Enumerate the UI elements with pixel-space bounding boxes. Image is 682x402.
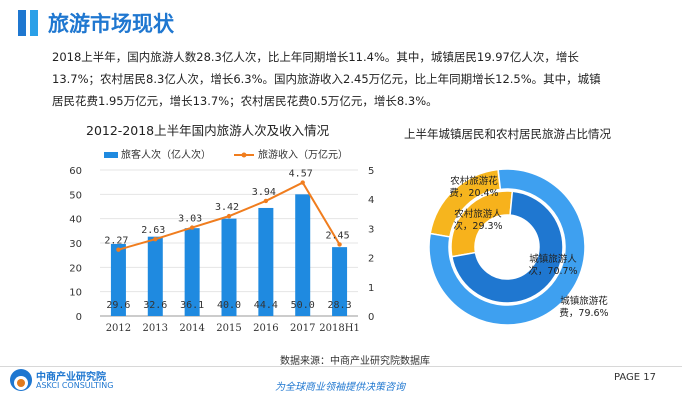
bar-value-label: 36.1: [180, 300, 204, 311]
slogan: 为全球商业领袖提供决策咨询: [275, 382, 405, 393]
left-axis-tick-label: 10: [69, 288, 82, 299]
bar-tourist-visits: [110, 243, 126, 316]
legend-label-bar: 旅客人次（亿人次）: [121, 148, 211, 161]
logo-icon: [10, 369, 32, 391]
logo-name-cn: 中商产业研究院: [36, 372, 106, 383]
company-logo: 中商产业研究院 ASKCI CONSULTING: [10, 366, 125, 394]
footer-divider: [0, 366, 682, 367]
line-value-label: 3.94: [252, 187, 276, 198]
line-point-revenue: [153, 237, 158, 242]
donut-label-rural-visits: 次，29.3%: [453, 220, 502, 232]
line-value-label: 4.57: [289, 169, 313, 180]
bar-tourist-visits: [184, 228, 200, 316]
line-point-revenue: [263, 198, 269, 204]
summary-paragraph: 2018上半年，国内旅游人数28.3亿人次，比上年同期增长11.4%。其中，城镇…: [52, 46, 652, 112]
donut-label-urban-visits: 城镇旅游人: [529, 253, 577, 265]
x-axis-category-label: 2012: [106, 323, 131, 334]
line-point-revenue: [300, 180, 305, 185]
line-point-revenue: [189, 225, 195, 230]
x-axis-category-label: 2018H1: [319, 323, 360, 334]
right-axis-tick-label: 3: [368, 224, 374, 235]
bar-tourist-visits: [295, 194, 311, 316]
x-axis-category-label: 2017: [290, 323, 315, 334]
bar-value-label: 44.4: [254, 300, 278, 311]
left-axis-tick-label: 50: [69, 190, 82, 201]
line-value-label: 2.27: [104, 236, 128, 247]
donut-label-rural-spending: 费，20.4%: [449, 187, 498, 199]
legend-label-line: 旅游收入（万亿元）: [258, 148, 348, 161]
donut-label-urban-spending: 费，79.6%: [559, 307, 608, 319]
summary-line-3: 居民花费1.95万亿元，增长13.7%；农村居民花费0.5万亿元，增长8.3%。: [52, 94, 438, 108]
bar-value-label: 28.3: [328, 300, 352, 311]
legend-marker-line: [241, 152, 247, 158]
line-point-revenue: [337, 242, 342, 247]
line-value-label: 2.63: [141, 225, 165, 236]
left-axis-tick-label: 30: [69, 239, 82, 250]
bar-value-label: 29.6: [106, 300, 130, 311]
page-title: 旅游市场现状: [48, 12, 174, 36]
bar-value-label: 50.0: [291, 300, 315, 311]
line-point-revenue: [226, 213, 232, 219]
x-axis-category-label: 2016: [253, 323, 278, 334]
logo-name-en: ASKCI CONSULTING: [36, 381, 114, 390]
legend-swatch-bar: [104, 152, 118, 158]
summary-line-1: 2018上半年，国内旅游人数28.3亿人次，比上年同期增长11.4%。其中，城镇…: [52, 50, 579, 64]
right-axis-tick-label: 4: [368, 195, 374, 206]
bar-chart-title: 2012-2018上半年国内旅游人次及收入情况: [86, 123, 330, 138]
bar-value-label: 32.6: [143, 300, 167, 311]
donut-label-rural-visits: 农村旅游人: [454, 208, 502, 220]
page-number: PAGE 17: [614, 372, 657, 383]
donut-inner-slice: [450, 190, 564, 304]
donut-label-urban-visits: 次，70.7%: [528, 265, 577, 277]
line-point-revenue: [116, 247, 121, 252]
line-value-label: 3.03: [178, 214, 202, 225]
left-axis-tick-label: 40: [69, 215, 82, 226]
data-source: 数据来源：中商产业研究院数据库: [280, 356, 430, 367]
right-axis-tick-label: 2: [368, 254, 374, 265]
donut-outer-slice: [428, 168, 586, 326]
title-accent-bar-secondary: [30, 10, 38, 36]
x-axis-category-label: 2013: [143, 323, 168, 334]
x-axis-category-label: 2014: [179, 323, 204, 334]
bar-tourist-visits: [147, 236, 163, 316]
left-axis-tick-label: 20: [69, 263, 82, 274]
line-value-label: 3.42: [215, 202, 239, 213]
bar-tourist-visits: [332, 247, 348, 316]
line-value-label: 2.45: [326, 230, 350, 241]
donut-label-rural-spending: 农村旅游花: [450, 175, 498, 187]
donut-chart-title: 上半年城镇居民和农村居民旅游占比情况: [404, 127, 611, 141]
summary-line-2: 13.7%；农村居民8.3亿人次，增长6.3%。国内旅游收入2.45万亿元，比上…: [52, 72, 601, 86]
right-axis-tick-label: 1: [368, 283, 374, 294]
title-accent-bar: [18, 10, 26, 36]
bar-tourist-visits: [258, 207, 274, 316]
bar-tourist-visits: [221, 218, 237, 316]
left-axis-tick-label: 60: [69, 166, 82, 177]
right-axis-tick-label: 5: [368, 166, 374, 177]
right-axis-tick-label: 0: [368, 312, 374, 323]
left-axis-tick-label: 0: [76, 312, 82, 323]
donut-label-urban-spending: 城镇旅游花: [560, 295, 608, 307]
x-axis-category-label: 2015: [216, 323, 241, 334]
bar-value-label: 40.0: [217, 300, 241, 311]
